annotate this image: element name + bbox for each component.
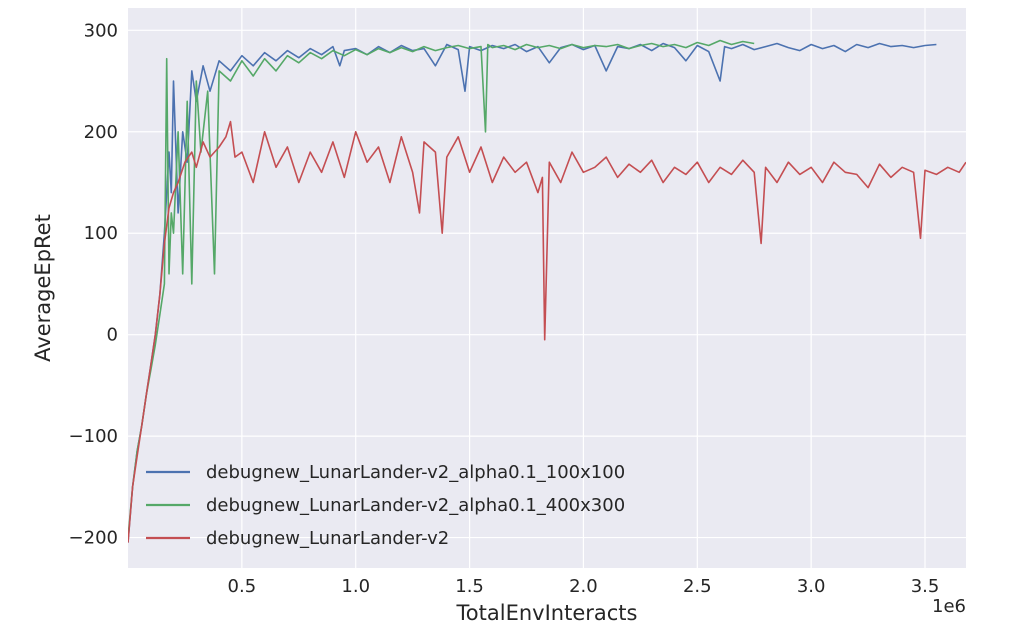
legend: debugnew_LunarLander-v2_alpha0.1_100x100… bbox=[146, 462, 625, 549]
x-axis-offset-label: 1e6 bbox=[932, 596, 966, 617]
legend-label-3: debugnew_LunarLander-v2 bbox=[206, 528, 449, 549]
legend-label-1: debugnew_LunarLander-v2_alpha0.1_100x100 bbox=[206, 462, 625, 483]
y-tick-label: 100 bbox=[84, 223, 118, 244]
y-tick-label: −200 bbox=[69, 528, 118, 549]
y-tick-label: −100 bbox=[69, 426, 118, 447]
x-tick-label: 1.5 bbox=[455, 576, 484, 597]
x-tick-label: 3.5 bbox=[911, 576, 940, 597]
x-tick-label: 3.0 bbox=[797, 576, 826, 597]
y-axis-label: AverageEpRet bbox=[31, 214, 55, 362]
legend-label-2: debugnew_LunarLander-v2_alpha0.1_400x300 bbox=[206, 495, 625, 516]
y-tick-labels: −200 −100 0 100 200 300 bbox=[69, 20, 118, 548]
x-tick-label: 2.0 bbox=[569, 576, 598, 597]
y-tick-label: 0 bbox=[107, 325, 118, 346]
grid-lines bbox=[128, 8, 966, 568]
x-tick-labels: 0.5 1.0 1.5 2.0 2.5 3.0 3.5 bbox=[228, 576, 940, 597]
plot-background bbox=[128, 8, 966, 568]
y-tick-label: 300 bbox=[84, 20, 118, 41]
x-tick-label: 1.0 bbox=[341, 576, 370, 597]
series-line-2 bbox=[128, 39, 755, 538]
series-layer bbox=[128, 39, 966, 543]
x-tick-label: 0.5 bbox=[228, 576, 257, 597]
x-axis-label: TotalEnvInteracts bbox=[456, 601, 638, 625]
x-tick-label: 2.5 bbox=[683, 576, 712, 597]
series-line-3 bbox=[128, 120, 966, 543]
y-tick-label: 200 bbox=[84, 122, 118, 143]
